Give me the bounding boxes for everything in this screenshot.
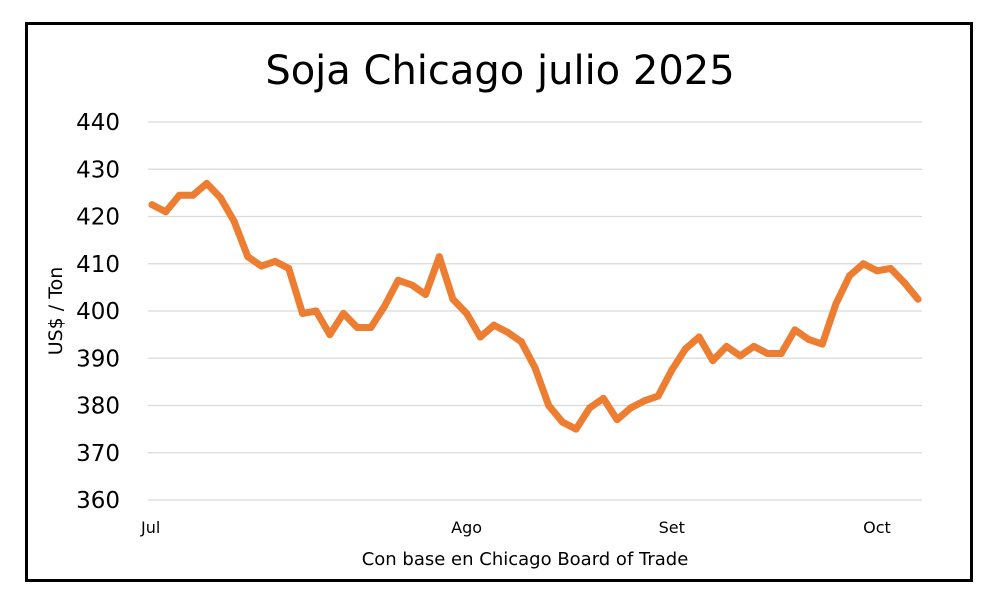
data-point [914, 295, 922, 303]
data-point [517, 338, 525, 346]
data-point [504, 328, 512, 336]
data-point [764, 350, 772, 358]
data-point [545, 402, 553, 409]
data-point [230, 217, 238, 225]
y-tick-label: 440 [76, 110, 120, 136]
data-point [558, 418, 566, 426]
series-line [148, 179, 922, 433]
x-tick-label: Jul [140, 518, 160, 537]
data-point [435, 253, 443, 261]
data-point [381, 302, 389, 310]
data-point [422, 290, 430, 298]
data-point [367, 324, 375, 332]
y-tick-label: 380 [76, 394, 120, 420]
data-point [805, 335, 813, 343]
data-point [832, 300, 840, 308]
data-point [627, 404, 635, 412]
data-point [312, 307, 320, 315]
y-tick-label: 400 [76, 299, 120, 325]
x-tick-label: Ago [451, 518, 482, 537]
data-point [175, 191, 183, 199]
data-point [162, 208, 170, 216]
data-point [257, 262, 265, 270]
data-point [298, 309, 306, 317]
data-point [572, 425, 580, 433]
chart-frame [25, 22, 973, 582]
data-point [463, 309, 471, 317]
y-axis-ticks: 360 370 380 390 400 410 420 430 440 [76, 110, 120, 514]
data-point [654, 392, 662, 400]
data-point [599, 394, 607, 402]
x-axis-ticks: Jul Ago Set Oct [140, 518, 891, 537]
data-point [709, 357, 717, 365]
data-point [340, 309, 347, 317]
x-axis-caption: Con base en Chicago Board of Trade [361, 549, 689, 570]
data-point [148, 201, 156, 209]
y-tick-label: 360 [76, 488, 120, 514]
data-point [846, 272, 854, 280]
data-point [791, 326, 799, 334]
data-point [777, 350, 785, 358]
chart-title: Soja Chicago julio 2025 [265, 48, 735, 94]
x-tick-label: Set [659, 518, 685, 537]
data-point [723, 342, 730, 350]
data-point [586, 404, 594, 412]
data-point [736, 352, 744, 360]
y-tick-label: 370 [76, 441, 120, 467]
data-point [490, 321, 498, 329]
data-point [271, 257, 279, 265]
data-point [476, 333, 484, 341]
data-point [244, 253, 252, 261]
x-tick-label: Oct [863, 518, 891, 537]
data-point [668, 366, 676, 374]
data-point [353, 324, 361, 332]
data-point [750, 342, 758, 350]
y-tick-label: 420 [76, 205, 120, 231]
data-point [408, 281, 416, 289]
series-group [148, 179, 922, 433]
y-tick-label: 390 [76, 346, 120, 372]
data-point [326, 331, 334, 339]
data-point [189, 191, 197, 199]
data-point [394, 276, 402, 284]
y-tick-label: 410 [76, 252, 120, 278]
gridlines [148, 121, 922, 501]
data-point [613, 416, 621, 424]
data-point [216, 194, 224, 202]
data-point [681, 345, 689, 353]
data-point [900, 279, 908, 287]
data-point [873, 267, 881, 275]
data-point [531, 364, 539, 372]
data-point [203, 179, 211, 187]
data-point [695, 333, 703, 341]
data-point [859, 260, 867, 268]
y-tick-label: 430 [76, 157, 120, 183]
data-point [640, 397, 648, 405]
data-point [449, 295, 457, 303]
data-point [818, 340, 826, 348]
data-point [285, 264, 293, 272]
data-point [887, 264, 895, 272]
